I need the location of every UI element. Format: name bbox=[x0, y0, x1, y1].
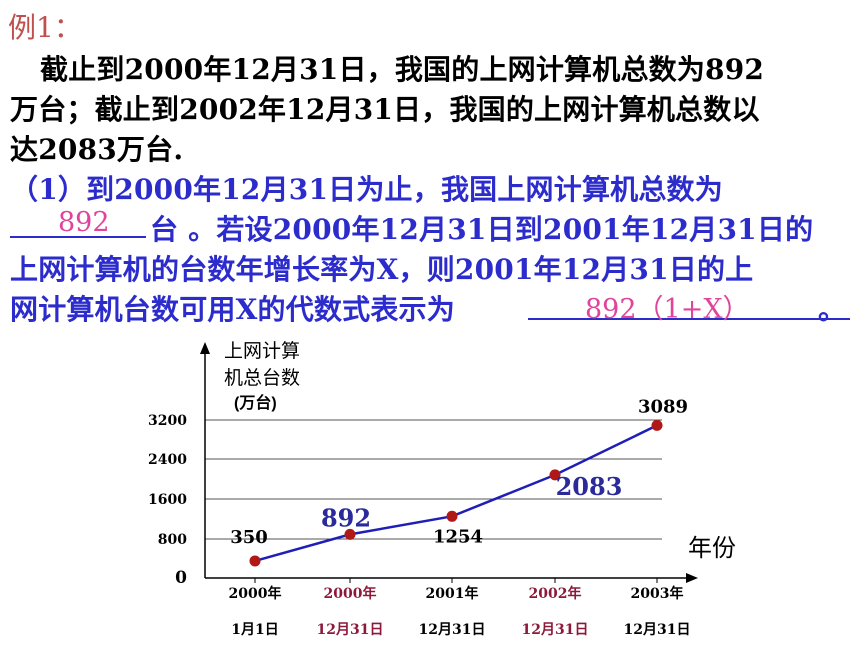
data-point-0 bbox=[249, 555, 261, 567]
data-label-0: 350 bbox=[230, 527, 268, 548]
problem-line-1: 截止到2000年12月31日，我国的上网计算机总数为892 bbox=[40, 53, 765, 86]
data-point-2 bbox=[446, 510, 458, 522]
x-tick-label-top-2: 2001年 bbox=[426, 585, 479, 602]
x-axis-arrow bbox=[686, 573, 698, 583]
question-line-3: 上网计算机的台数年增长率为X，则2001年12月31日的上 bbox=[10, 253, 754, 286]
data-label-3: 2083 bbox=[556, 472, 623, 501]
problem-line-3: 达2083万台. bbox=[10, 133, 184, 166]
data-point-4 bbox=[651, 419, 663, 431]
data-label-2: 1254 bbox=[433, 526, 483, 547]
answer-blank-1 bbox=[10, 236, 146, 238]
data-label-4: 3089 bbox=[638, 396, 688, 417]
data-label-1: 892 bbox=[321, 503, 371, 532]
y-axis-label-line-1: 上网计算 bbox=[224, 341, 301, 362]
y-tick-label-0: 0 bbox=[175, 568, 187, 588]
answer-2: 892（1+X） bbox=[585, 294, 750, 325]
x-tick-label-bottom-3: 12月31日 bbox=[522, 622, 589, 638]
question-line-1: （1）到2000年12月31日为止，我国上网计算机总数为 bbox=[10, 173, 723, 206]
y-tick-label-3200: 3200 bbox=[148, 413, 187, 429]
question-line-4: 网计算机台数可用X的代数式表示为 bbox=[10, 293, 455, 326]
y-tick-label-1600: 1600 bbox=[148, 492, 187, 508]
x-tick-label-top-4: 2003年 bbox=[631, 585, 684, 602]
x-tick-label-top-0: 2000年 bbox=[229, 585, 282, 602]
x-tick-label-bottom-1: 12月31日 bbox=[317, 622, 384, 638]
y-axis-label-line-2: 机总台数 bbox=[224, 368, 301, 389]
problem-line-2: 万台；截止到2002年12月31日，我国的上网计算机总数以 bbox=[10, 93, 760, 126]
x-axis-label: 年份 bbox=[688, 535, 736, 562]
x-tick-label-top-1: 2000年 bbox=[324, 585, 377, 602]
question-line-4-end: 。 bbox=[818, 293, 847, 326]
example-heading: 例1： bbox=[8, 11, 82, 44]
x-tick-label-bottom-4: 12月31日 bbox=[624, 622, 691, 638]
y-axis-label-unit: (万台) bbox=[234, 395, 277, 412]
data-point-1 bbox=[344, 528, 356, 540]
x-tick-label-top-3: 2002年 bbox=[529, 585, 582, 602]
data-point-3 bbox=[549, 469, 561, 481]
question-line-2: 台 。若设2000年12月31日到2001年12月31日的 bbox=[150, 213, 814, 246]
y-tick-label-2400: 2400 bbox=[148, 452, 187, 468]
answer-blank-2 bbox=[528, 318, 850, 320]
y-axis-arrow bbox=[200, 342, 210, 354]
x-tick-label-bottom-0: 1月1日 bbox=[231, 622, 278, 638]
answer-1: 892 bbox=[58, 207, 110, 238]
x-tick-label-bottom-2: 12月31日 bbox=[419, 622, 486, 638]
y-tick-label-800: 800 bbox=[158, 532, 187, 548]
